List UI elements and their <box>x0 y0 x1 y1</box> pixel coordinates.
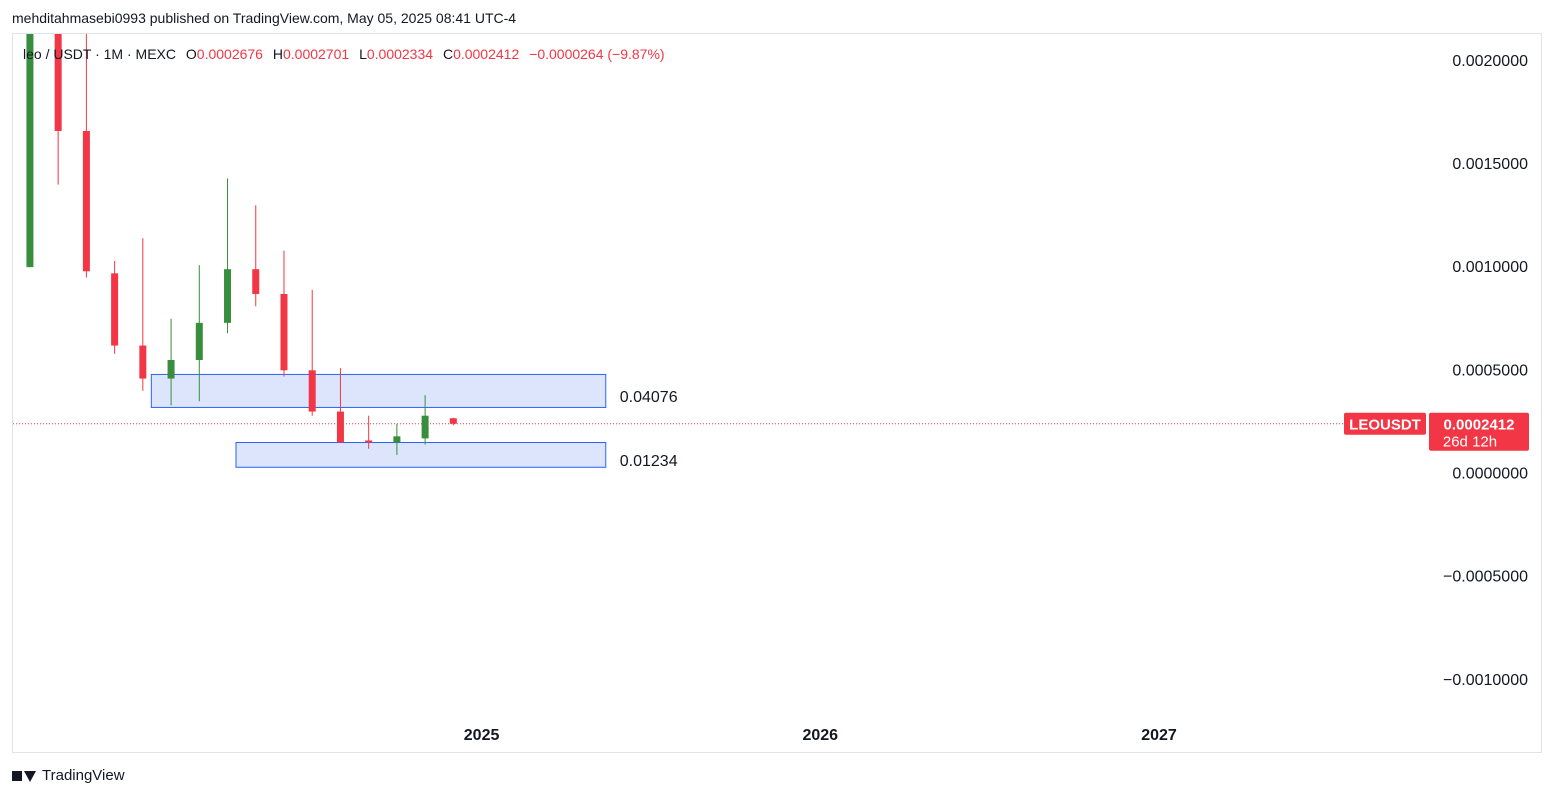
low-value: 0.0002334 <box>366 46 434 62</box>
candle-body <box>308 370 316 412</box>
low-label: L <box>359 46 367 62</box>
tradingview-logo-icon <box>12 769 36 783</box>
candle-9[interactable] <box>252 205 260 307</box>
zone-label-1: 0.04076 <box>620 389 678 406</box>
candle-body <box>26 34 34 268</box>
symbol-tag-label: LEOUSDT <box>1349 417 1421 434</box>
y-tick-label: 0.0010000 <box>1452 259 1528 276</box>
candle-15[interactable] <box>421 395 429 445</box>
candle-body <box>336 411 344 443</box>
candle-11[interactable] <box>308 289 316 416</box>
open-value: 0.0002676 <box>196 46 263 62</box>
candle-body <box>393 436 401 443</box>
close-value: 0.0002412 <box>453 46 520 62</box>
zone-box-2 <box>235 442 607 468</box>
candle-body <box>139 345 147 379</box>
candle-13[interactable] <box>365 415 373 449</box>
x-tick-label: 2026 <box>802 727 838 744</box>
price-tag-value: 0.0002412 <box>1444 417 1515 434</box>
symbol-tag <box>1344 412 1426 435</box>
candle-16[interactable] <box>449 417 457 426</box>
price-tag <box>1429 412 1529 451</box>
y-tick-label: 0.0015000 <box>1452 156 1528 173</box>
candle-body <box>54 34 62 131</box>
y-tick-label: 0.0020000 <box>1452 53 1528 70</box>
zone-label-2: 0.01234 <box>620 453 678 470</box>
candle-body <box>224 269 232 323</box>
candle-12[interactable] <box>336 368 344 443</box>
symbol-line: leo / USDT · 1M · MEXC <box>23 46 176 62</box>
candle-body <box>365 440 373 443</box>
brand-label: TradingView <box>42 767 125 784</box>
published-line: mehditahmasebi0993 published on TradingV… <box>12 10 517 26</box>
candle-body <box>421 415 429 439</box>
open-label: O <box>185 46 197 62</box>
candle-8[interactable] <box>224 178 232 334</box>
y-tick-label: −0.0005000 <box>1443 569 1528 586</box>
footer-brand[interactable]: TradingView <box>12 767 125 784</box>
candle-2[interactable] <box>54 0 62 185</box>
y-tick-label: 0.0005000 <box>1452 362 1528 379</box>
high-value: 0.0002701 <box>282 46 350 62</box>
candle-14[interactable] <box>393 423 401 455</box>
ohlc-legend: leo / USDT · 1M · MEXC O0.0002676 H0.000… <box>23 46 665 62</box>
candle-5[interactable] <box>139 238 147 391</box>
y-tick-label: 0.0000000 <box>1452 465 1528 482</box>
price-tag-countdown: 26d 12h <box>1443 434 1497 451</box>
change-value: −0.0000264 (−9.87%) <box>529 46 665 62</box>
candle-body <box>252 269 260 294</box>
candle-10[interactable] <box>280 250 288 377</box>
candle-3[interactable] <box>82 28 90 278</box>
zone-box-1 <box>150 373 607 408</box>
close-label: C <box>442 46 454 62</box>
candle-body <box>82 130 90 272</box>
y-tick-label: −0.0010000 <box>1443 672 1528 689</box>
chart-frame <box>12 33 1542 753</box>
high-label: H <box>272 46 283 62</box>
candle-1[interactable] <box>26 20 34 268</box>
x-tick-label: 2025 <box>464 727 500 744</box>
x-tick-label: 2027 <box>1141 727 1177 744</box>
candle-6[interactable] <box>167 318 175 406</box>
candle-body <box>167 359 175 379</box>
candle-7[interactable] <box>195 265 203 402</box>
candle-body <box>195 322 203 360</box>
candle-body <box>280 293 288 371</box>
candle-body <box>111 273 119 346</box>
candle-4[interactable] <box>111 260 119 354</box>
candle-body <box>449 418 457 424</box>
